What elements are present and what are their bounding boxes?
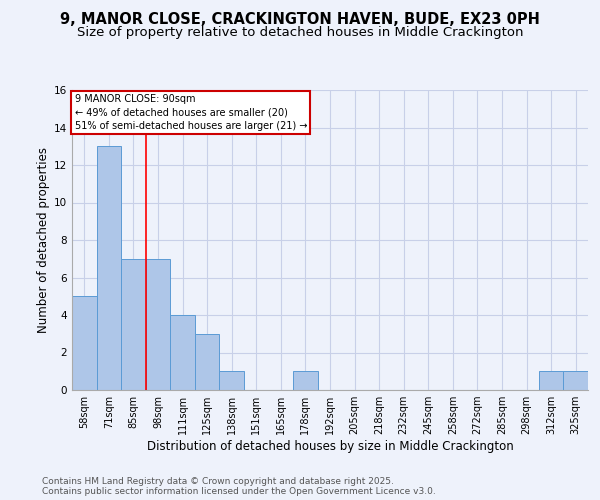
Bar <box>170 315 195 390</box>
Bar <box>293 371 318 390</box>
Y-axis label: Number of detached properties: Number of detached properties <box>37 147 50 333</box>
Bar <box>563 371 588 390</box>
Bar <box>72 296 97 390</box>
Bar <box>195 334 220 390</box>
X-axis label: Distribution of detached houses by size in Middle Crackington: Distribution of detached houses by size … <box>146 440 514 453</box>
Bar <box>121 259 146 390</box>
Bar <box>146 259 170 390</box>
Bar <box>97 146 121 390</box>
Bar <box>220 371 244 390</box>
Text: Size of property relative to detached houses in Middle Crackington: Size of property relative to detached ho… <box>77 26 523 39</box>
Text: 9 MANOR CLOSE: 90sqm
← 49% of detached houses are smaller (20)
51% of semi-detac: 9 MANOR CLOSE: 90sqm ← 49% of detached h… <box>74 94 307 131</box>
Text: Contains HM Land Registry data © Crown copyright and database right 2025.
Contai: Contains HM Land Registry data © Crown c… <box>42 476 436 496</box>
Bar <box>539 371 563 390</box>
Text: 9, MANOR CLOSE, CRACKINGTON HAVEN, BUDE, EX23 0PH: 9, MANOR CLOSE, CRACKINGTON HAVEN, BUDE,… <box>60 12 540 28</box>
